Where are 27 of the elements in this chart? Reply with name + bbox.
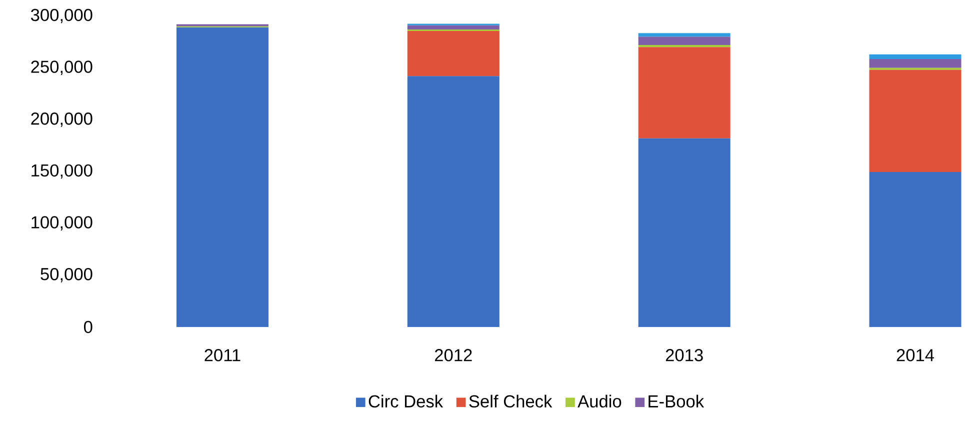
y-tick-label: 50,000 (40, 268, 92, 282)
y-tick-label: 100,000 (32, 216, 92, 230)
legend-label: Audio (578, 394, 622, 408)
bar (869, 54, 962, 60)
bar (869, 172, 962, 327)
y-tick-label: 200,000 (31, 112, 92, 127)
bar (407, 31, 500, 76)
bar (638, 36, 730, 46)
y-tick-label: 0 (84, 320, 92, 334)
bar (869, 70, 962, 172)
y-tick-label: 300,000 (30, 8, 92, 24)
y-tick-label: 250,000 (31, 60, 92, 75)
bar (638, 33, 730, 37)
legend-label: Circ Desk (368, 394, 444, 408)
bar (638, 138, 730, 327)
bar (638, 47, 730, 138)
bar (176, 27, 268, 327)
legend-label: E-Book (648, 394, 704, 408)
bar (869, 59, 962, 68)
x-tick-label: 2013 (666, 349, 703, 362)
bar (407, 25, 500, 30)
x-tick-label: 2014 (896, 349, 934, 362)
y-tick-label: 150,000 (32, 164, 92, 179)
bar (407, 76, 500, 327)
x-tick-label: 2012 (435, 349, 472, 362)
x-tick-label: 2011 (204, 349, 240, 362)
legend-label: Self Check (469, 394, 552, 408)
